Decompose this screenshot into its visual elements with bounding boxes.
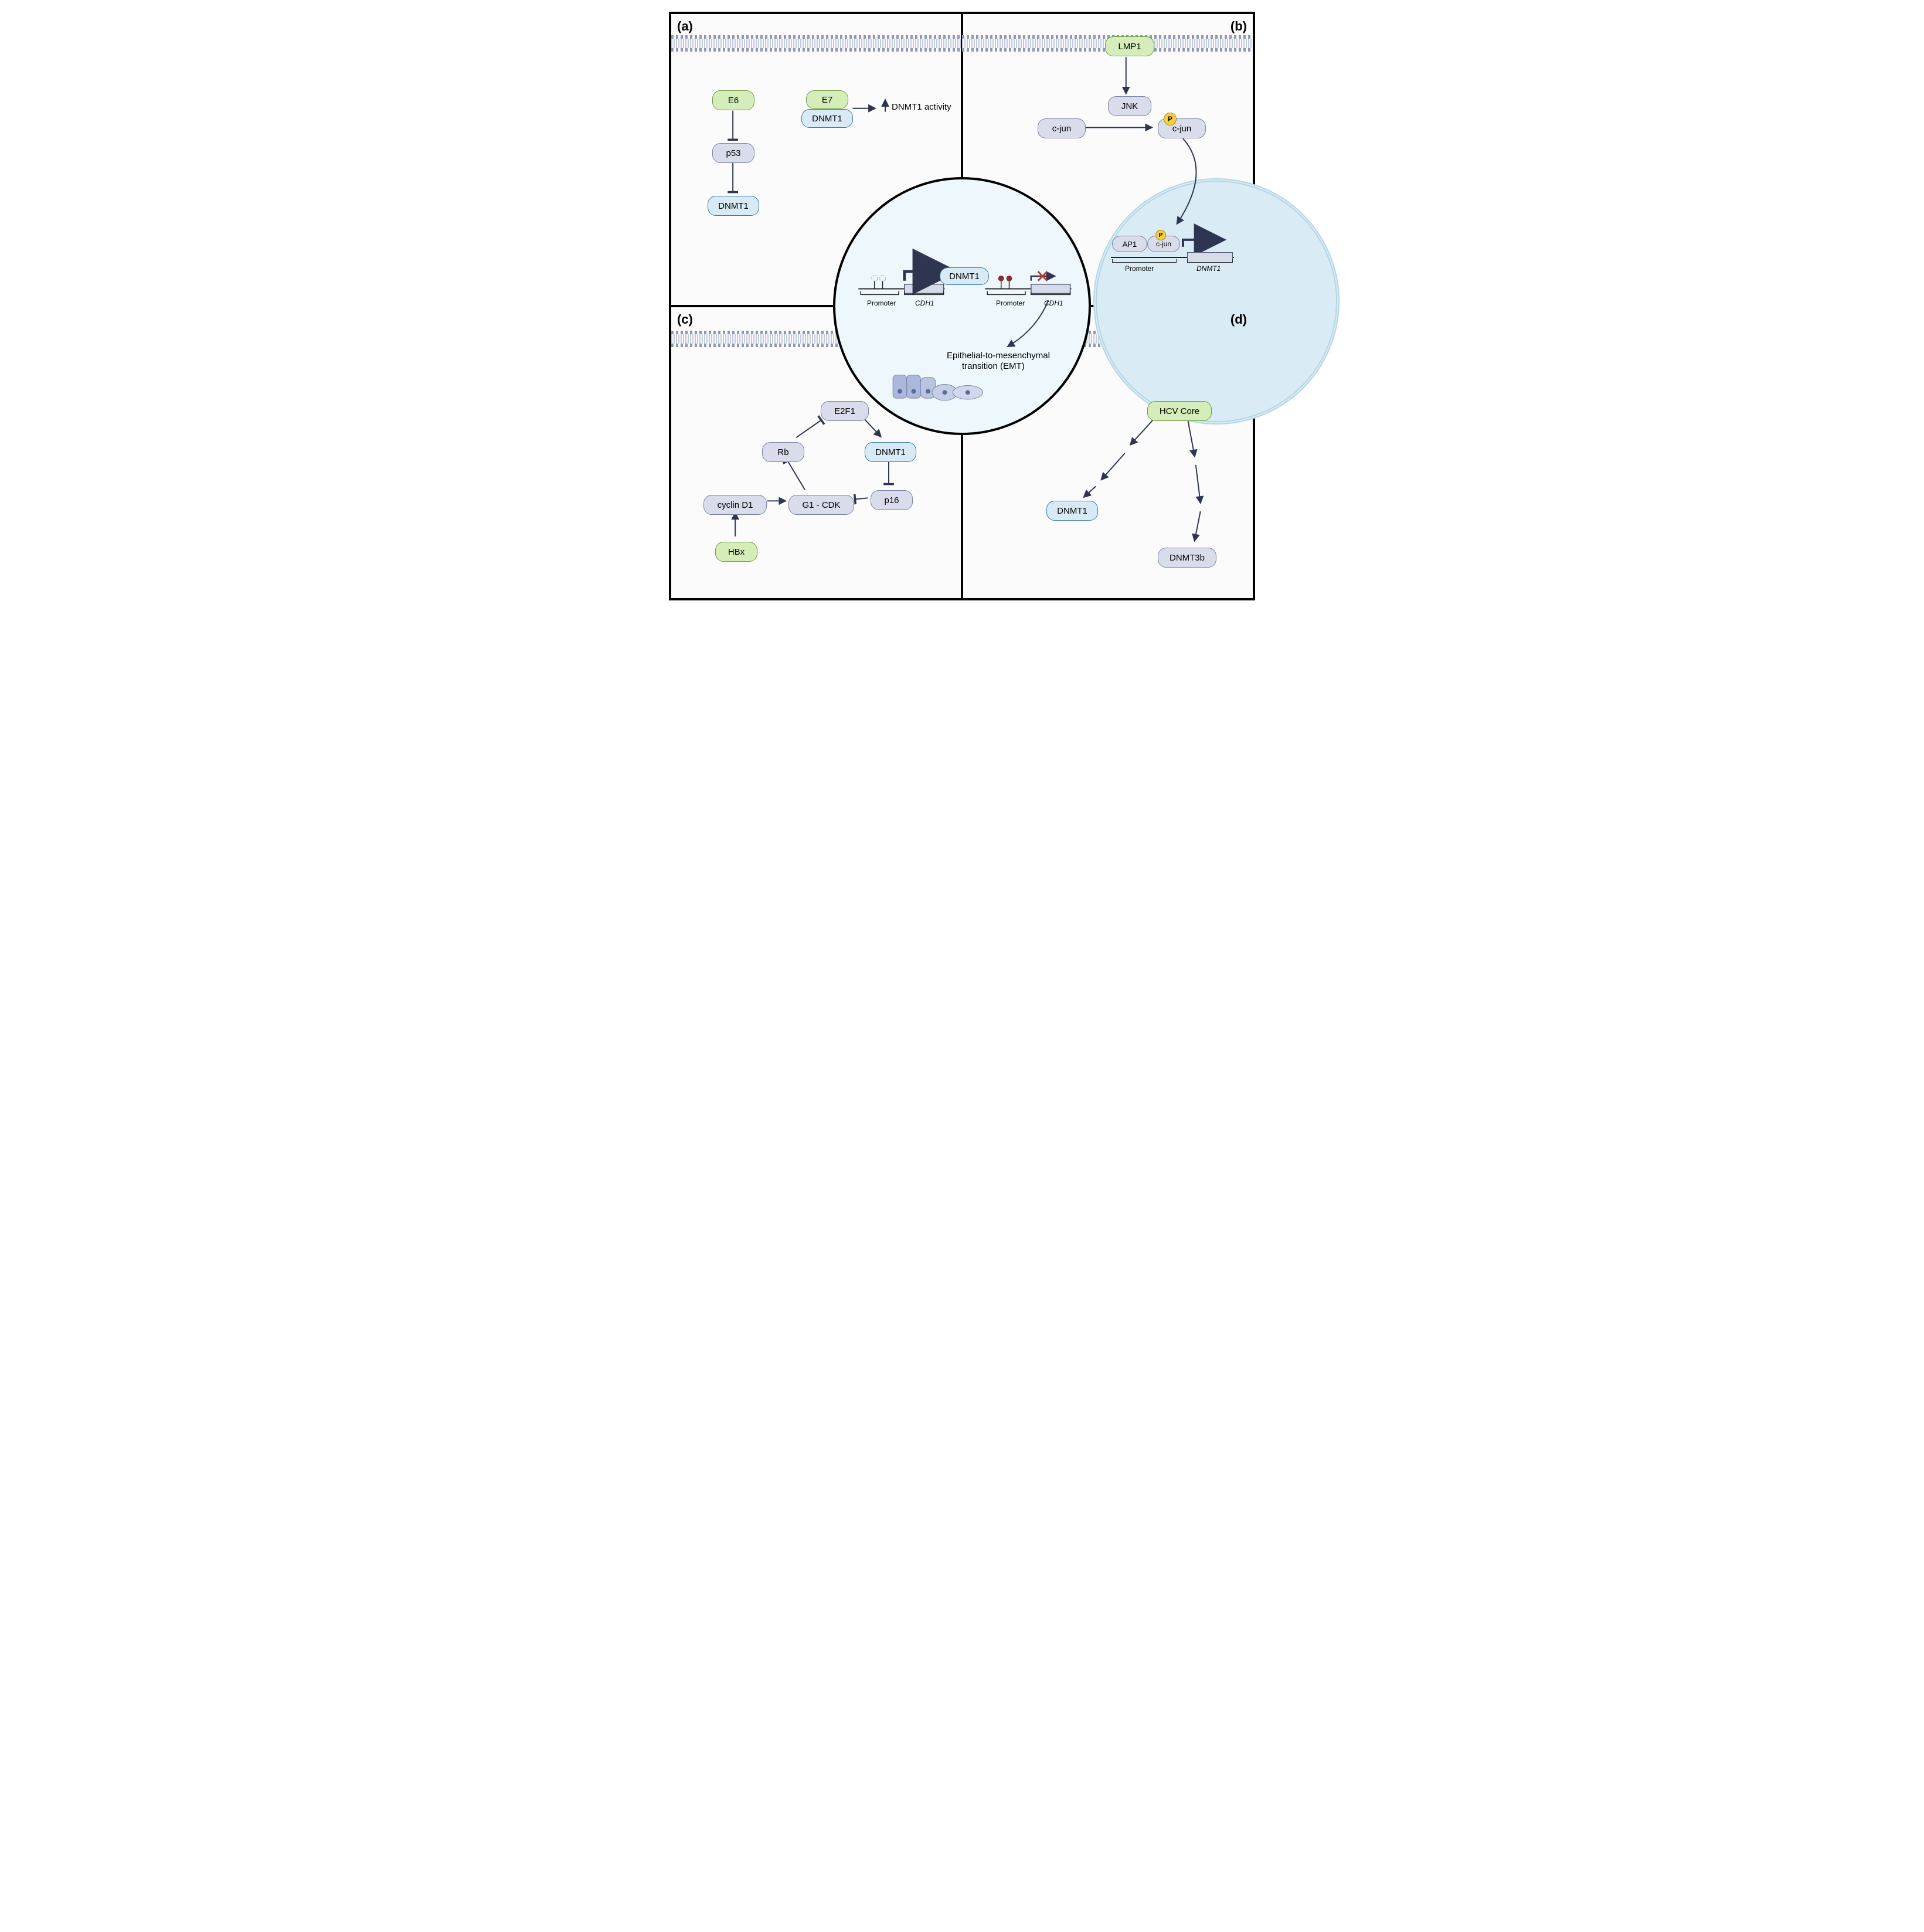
gene-label-b: DNMT1 [1196,264,1221,273]
panel-c-label: (c) [677,312,693,327]
protein-dnmt1-center: DNMT1 [940,267,989,285]
promoter-label-center-right: Promoter [996,299,1025,307]
membrane-top [671,35,1253,52]
panel-d-label: (d) [1230,312,1247,327]
protein-rb: Rb [762,442,804,462]
bracket-promoter-b [1112,259,1177,263]
protein-hbx: HBx [715,542,757,562]
protein-hcvcore: HCV Core [1147,401,1212,421]
protein-e6: E6 [712,90,754,110]
figure-container: (a) (b) (c) (d) E6 p53 DNMT1 E7 DNMT1 DN… [669,12,1255,600]
panel-a-label: (a) [677,19,693,34]
protein-jnk: JNK [1108,96,1151,116]
nucleus-envelope [1093,178,1340,425]
protein-g1cdk: G1 - CDK [788,495,854,515]
emt-label-line1: Epithelial-to-mesenchymal [947,351,1076,361]
protein-dnmt1-d: DNMT1 [1046,501,1098,521]
protein-e2f1: E2F1 [821,401,869,421]
panel-b-label: (b) [1230,19,1247,34]
protein-p53: p53 [712,143,754,163]
protein-cjun-left: c-jun [1038,118,1086,138]
protein-dnmt1-c: DNMT1 [865,442,916,462]
bracket-gene-b [1187,259,1233,263]
cdh1-label-left: CDH1 [915,299,934,307]
phospho-cjun: P [1164,113,1177,125]
protein-e7: E7 [806,90,848,109]
promoter-label-b: Promoter [1125,264,1154,273]
protein-ap1: AP1 [1112,236,1147,252]
protein-dnmt1-a-right: DNMT1 [801,109,853,128]
protein-cyclind1: cyclin D1 [703,495,767,515]
dnmt1-activity-label: DNMT1 activity [892,102,951,112]
emt-label-line2: transition (EMT) [962,361,1025,371]
promoter-label-center-left: Promoter [867,299,896,307]
protein-dnmt1-a-left: DNMT1 [708,196,759,216]
center-circle: DNMT1 Promoter CDH1 Promoter CDH1 Epithe… [833,177,1091,435]
protein-p16: p16 [871,490,913,510]
protein-dnmt3b: DNMT3b [1158,548,1216,568]
phospho-small: P [1155,230,1166,240]
cdh1-label-right: CDH1 [1044,299,1063,307]
protein-lmp1: LMP1 [1105,36,1154,56]
